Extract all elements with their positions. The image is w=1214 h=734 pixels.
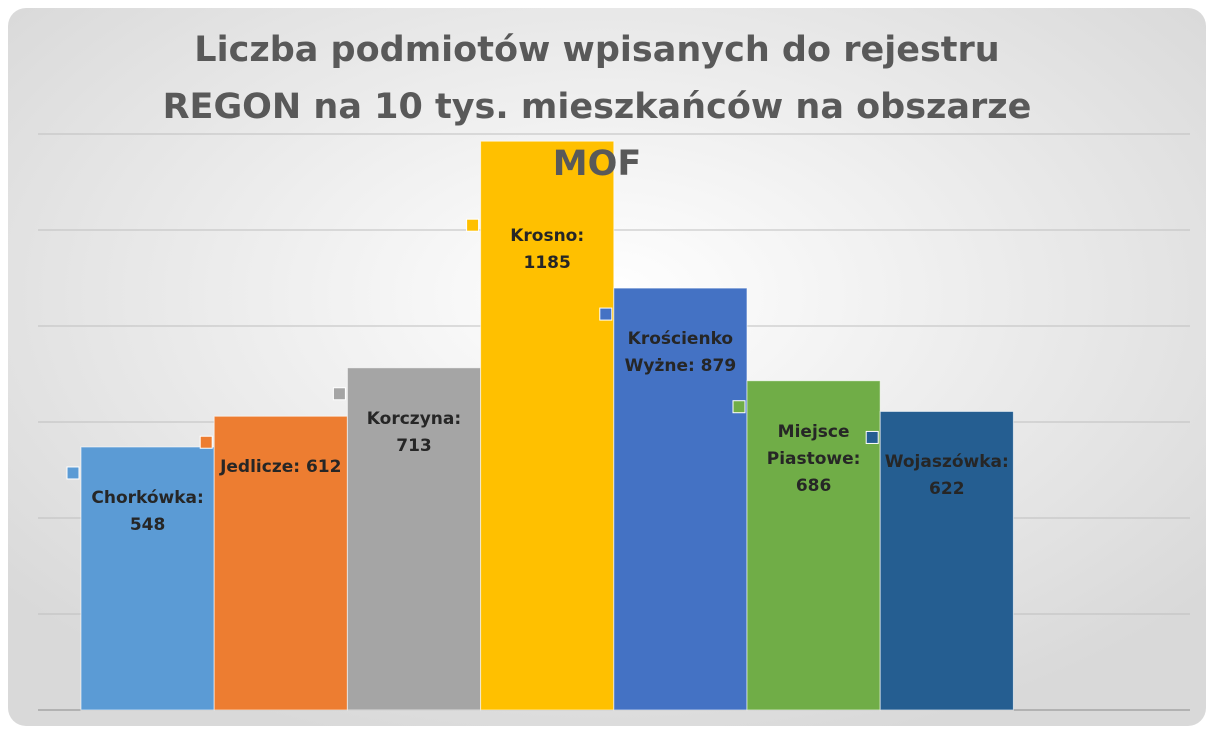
data-label: Jedlicze: 612: [220, 457, 342, 478]
bar: [480, 140, 615, 711]
label-key: [466, 218, 480, 232]
label-key: [599, 307, 613, 321]
bar: [213, 415, 348, 711]
data-label: Krościenko Wyżne: 879: [624, 329, 737, 377]
label-key: [199, 435, 213, 449]
data-label: Korczyna: 713: [366, 408, 462, 456]
bar: [879, 410, 1014, 711]
bar: [346, 367, 482, 711]
data-label: Krosno: 1185: [510, 226, 585, 274]
data-label: Wojaszówka: 622: [884, 452, 1009, 500]
chart-title: Liczba podmiotów wpisanych do rejestru R…: [162, 30, 1032, 184]
label-key: [732, 400, 746, 414]
bar: [746, 380, 881, 711]
bar: [613, 287, 748, 711]
data-label: Chorkówka: 548: [91, 487, 204, 535]
label-key: [332, 387, 346, 401]
bar: [80, 446, 215, 711]
label-key: [66, 466, 80, 480]
data-label: Miejsce Piastowe: 686: [766, 421, 861, 496]
label-key: [865, 430, 879, 444]
